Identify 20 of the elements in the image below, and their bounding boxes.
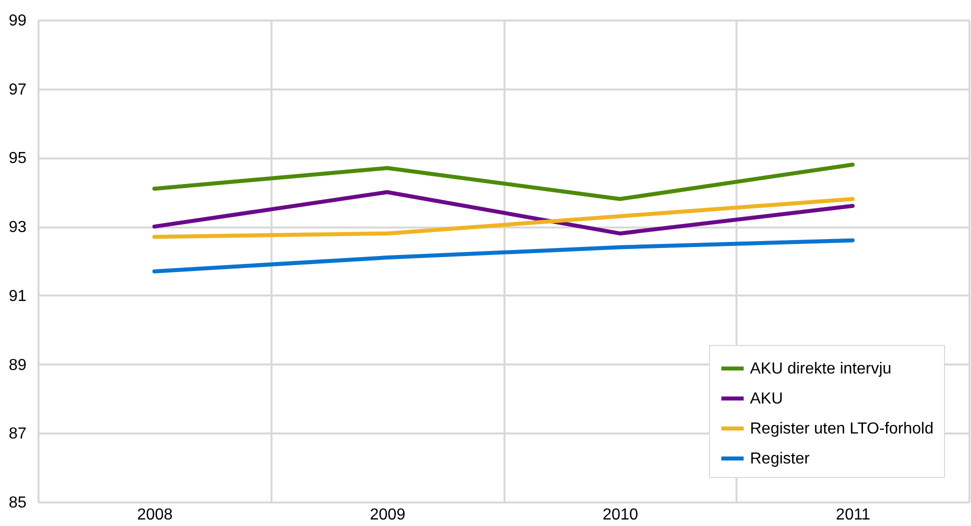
y-tick-label: 91 bbox=[8, 288, 27, 305]
x-tick-label: 2008 bbox=[137, 506, 173, 524]
x-tick-label: 2009 bbox=[370, 506, 406, 524]
y-tick-label: 97 bbox=[8, 81, 27, 98]
line-series bbox=[152, 162, 855, 202]
legend-label: Register bbox=[750, 450, 810, 468]
y-tick-label: 85 bbox=[8, 494, 27, 512]
line-series bbox=[152, 197, 855, 239]
line-series bbox=[152, 190, 855, 236]
y-tick-label: 87 bbox=[8, 426, 27, 443]
legend-label: AKU bbox=[750, 390, 783, 408]
y-tick-label: 93 bbox=[8, 219, 27, 236]
legend-label: AKU direkte intervju bbox=[750, 360, 892, 378]
y-tick-label: 99 bbox=[8, 12, 27, 30]
x-tick-label: 2010 bbox=[602, 506, 638, 524]
y-tick-label: 89 bbox=[8, 356, 27, 374]
line-series bbox=[152, 238, 855, 274]
x-tick-label: 2011 bbox=[836, 506, 870, 524]
y-tick-label: 95 bbox=[8, 150, 27, 168]
legend-label: Register uten LTO-forhold bbox=[750, 420, 934, 438]
